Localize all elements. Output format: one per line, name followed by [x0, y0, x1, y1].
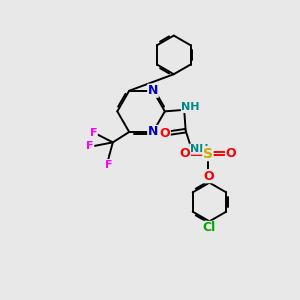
Text: N: N [148, 84, 158, 97]
Text: Cl: Cl [203, 221, 216, 234]
Text: O: O [226, 147, 236, 160]
Text: F: F [90, 128, 97, 138]
Text: O: O [160, 127, 170, 140]
Text: NH: NH [182, 103, 200, 112]
Text: O: O [180, 147, 190, 160]
Text: O: O [203, 170, 214, 183]
Text: S: S [203, 147, 213, 160]
Text: NH: NH [190, 144, 208, 154]
Text: N: N [148, 125, 158, 139]
Text: F: F [105, 160, 112, 170]
Text: F: F [86, 141, 94, 151]
